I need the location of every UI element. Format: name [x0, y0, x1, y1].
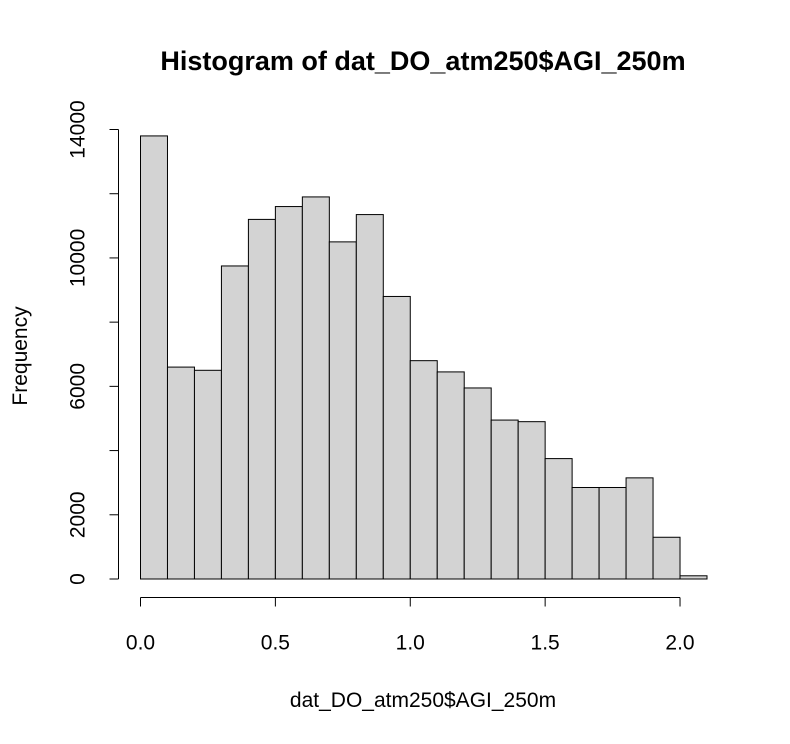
histogram-bar — [625, 477, 654, 580]
histogram-bar — [436, 371, 465, 580]
histogram-bar — [382, 295, 411, 580]
histogram-bar — [652, 536, 681, 580]
x-tick-label: 2.0 — [665, 632, 694, 655]
x-tick-label: 1.0 — [396, 632, 425, 655]
histogram-bar — [328, 241, 357, 580]
x-axis-label: dat_DO_atm250$AGI_250m — [290, 689, 556, 712]
y-tick-label: 6000 — [67, 363, 90, 410]
x-axis: 0.0 0.5 1.0 1.5 2.0 — [126, 597, 695, 655]
y-tick-label: 0 — [67, 573, 90, 585]
histogram-bar — [409, 360, 438, 580]
histogram-bar — [140, 135, 168, 580]
chart-title: Histogram of dat_DO_atm250$AGI_250m — [160, 46, 685, 76]
histogram-bar — [517, 421, 546, 580]
y-tick-label: 10000 — [67, 229, 90, 287]
histogram-bar — [274, 206, 303, 580]
y-axis: 0 2000 6000 10000 14000 — [67, 100, 119, 585]
histogram-bar — [598, 486, 627, 580]
y-tick-label: 14000 — [67, 100, 90, 158]
histogram-bar — [490, 419, 519, 580]
histogram-bar — [355, 214, 384, 580]
bars-group — [140, 135, 708, 580]
x-tick-label: 0.5 — [261, 632, 290, 655]
histogram-bar — [301, 196, 330, 580]
histogram-bar — [166, 366, 195, 580]
histogram-bar — [679, 575, 708, 580]
x-tick-label: 1.5 — [531, 632, 560, 655]
x-tick-label: 0.0 — [126, 632, 155, 655]
y-axis-label: Frequency — [9, 306, 32, 406]
histogram-bar — [247, 218, 276, 580]
histogram-bar — [571, 486, 600, 580]
histogram-bar — [544, 458, 573, 580]
histogram-bar — [220, 265, 249, 580]
histogram-bar — [463, 387, 492, 580]
histogram-bar — [193, 369, 222, 580]
y-tick-label: 2000 — [67, 491, 90, 538]
